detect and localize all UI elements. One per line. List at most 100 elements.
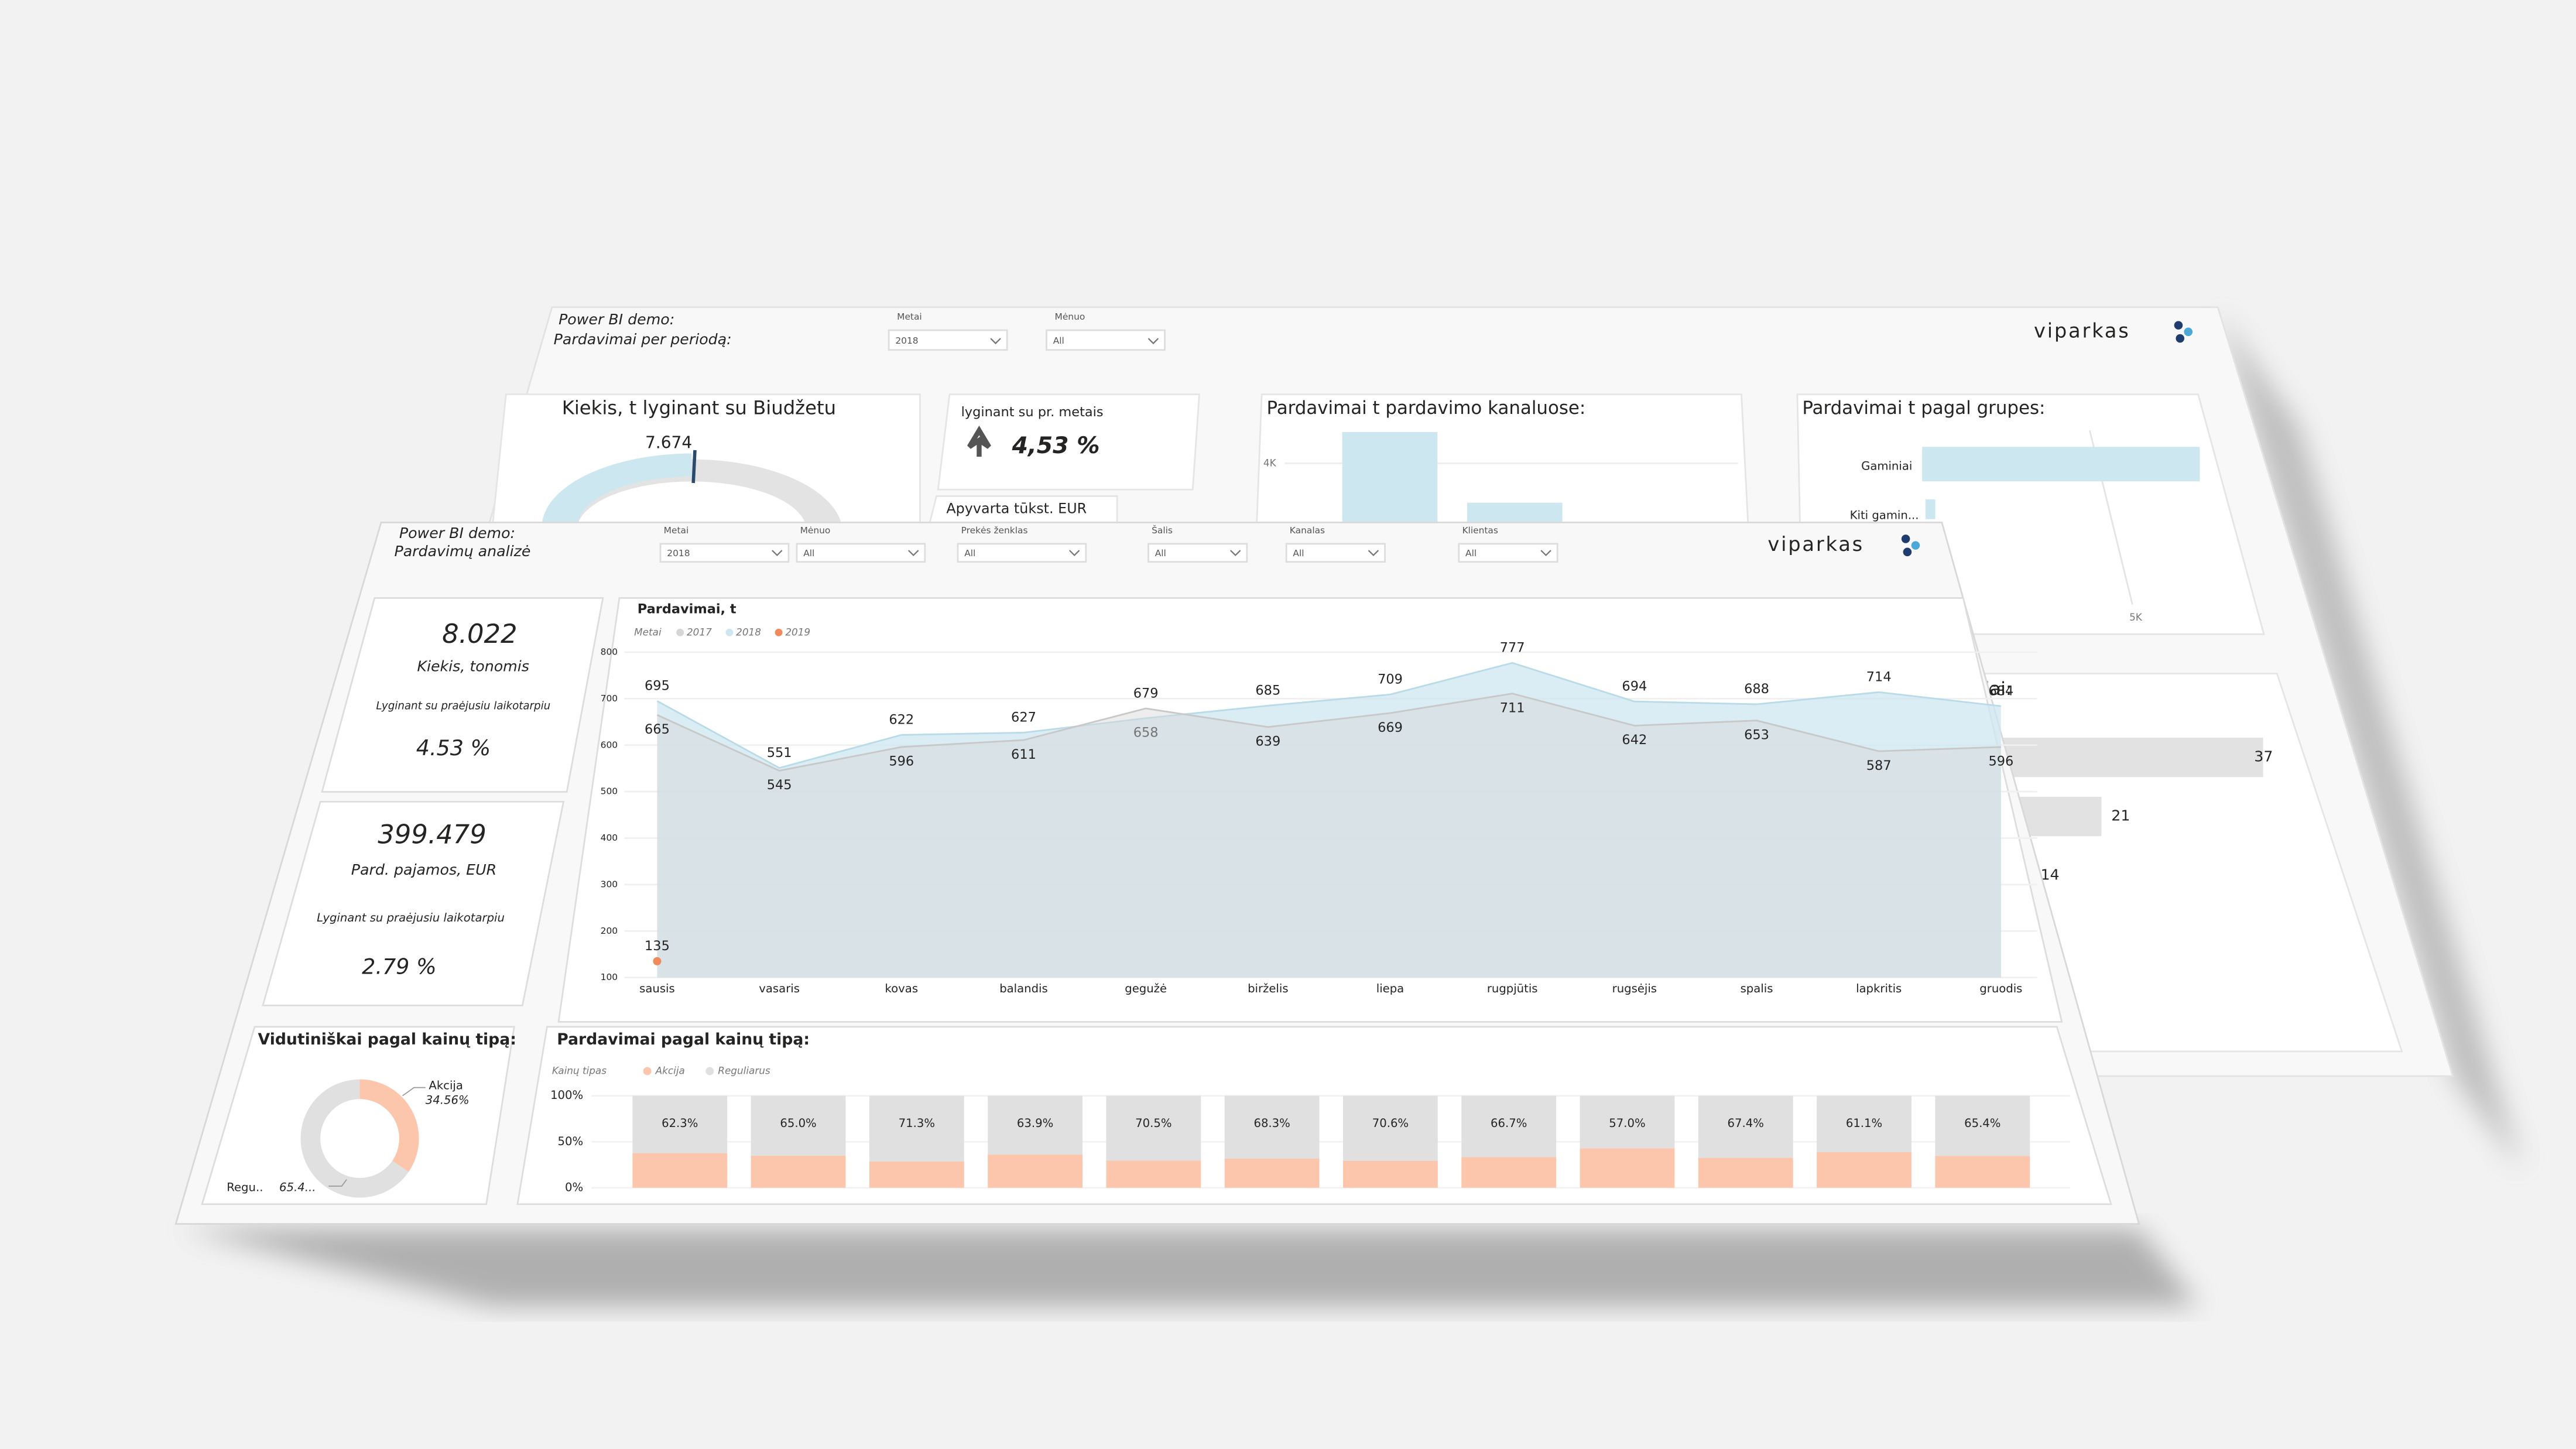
logo: viparkas [1767,533,1864,556]
category-label: Gaminiai [1861,459,1912,472]
leader [328,1179,347,1187]
data-label: 70.6% [1372,1116,1409,1130]
donut-chart: Akcija 34.56% Regu.. 65.4... [227,1078,470,1198]
y-tick-label: 0% [565,1180,583,1194]
filter-label: Kanalas [1290,525,1325,536]
bar-segment [632,1095,728,1153]
y-tick-label: 500 [601,786,618,797]
x-tick-label: spalis [1741,982,1773,995]
data-label: 665 [645,722,670,737]
logo-dot [1901,535,1910,543]
bar [1922,447,2200,482]
card-title: Pardavimai t pagal grupes: [1802,398,2045,419]
data-label: 627 [1011,710,1036,725]
slice-label: Regu.. [227,1180,263,1194]
bar-segment [988,1155,1083,1188]
card [262,800,565,1006]
chevron [1368,550,1379,557]
data-label: 639 [1255,734,1280,749]
card [321,597,604,793]
filters: Metai 2018 Mėnuo All Prekės ženklas All Šalis A… [659,525,1558,563]
card-change: 2.79 % [362,954,436,979]
x-tick-label: 5K [2129,611,2143,623]
y-tick-label: 50% [558,1135,584,1148]
logo-dot [2174,321,2183,330]
data-label: 587 [1866,758,1892,773]
stacked-chart: 0% 50% 100% Akcija Reguliarus 62.3% 65.0% 71.3%… [550,1065,2070,1194]
card-label: Pard. pajamos, EUR [351,861,496,878]
bar-segment [1343,1160,1438,1188]
data-label: 694 [1622,679,1647,694]
bar-segment [1580,1095,1675,1149]
card-title: Pardavimai t pardavimo kanaluose: [1267,398,1586,419]
logo-dot [1903,547,1912,557]
filter-box[interactable] [796,543,926,563]
slice-label: Akcija [429,1078,463,1092]
gauge-needle [691,450,697,484]
data-label: 709 [1378,672,1403,687]
data-label: 545 [767,777,792,793]
logo: viparkas [2034,319,2130,342]
header-line: Pardavimų analizė [394,543,530,560]
line [656,693,2001,772]
bar [1342,432,1438,523]
line-chart: 100 200 300 400 500 600 700 800 sausis vasaris kov… [601,626,2037,995]
x-tick-label: lapkritis [1856,982,1902,995]
data-label: 684 [1988,683,2013,698]
data-label: 551 [767,745,792,761]
bar-segment [1580,1148,1675,1188]
data-label: 611 [1011,747,1036,762]
logo-dot [2176,334,2185,343]
header-line: Power BI demo: [399,525,515,542]
data-label: 695 [645,679,670,694]
bar-segment [1817,1152,1912,1188]
legend-marker [676,628,684,636]
filter-box[interactable] [659,543,790,563]
legend-label: Akcija [655,1065,685,1077]
filter-value: All [1155,548,1166,559]
x-tick-label: gruodis [1979,982,2022,995]
y-tick-label: 100% [550,1088,583,1102]
bar-segment [1343,1095,1438,1161]
x-tick-label: gegužė [1125,982,1167,995]
bar-segment [1935,1156,2030,1188]
legend-marker [775,628,783,636]
filter-label: Mėnuo [800,525,831,536]
data-label: 622 [889,712,914,728]
slice-value: 34.56% [426,1094,470,1107]
card-title: Kiekis, t lyginant su Biudžetu [562,397,836,419]
filter-box[interactable] [1285,543,1386,563]
chevron [1229,550,1241,557]
chevron [1147,338,1159,345]
filter-box[interactable] [888,329,1008,351]
filter-box[interactable] [1046,329,1166,351]
data-label: 62.3% [662,1116,698,1130]
filter-label: Metai [897,311,922,322]
card [937,393,1200,491]
card-change: 4.53 % [416,735,491,761]
filter-box[interactable] [957,543,1087,563]
data-label: 65.0% [780,1116,816,1130]
filter-box[interactable] [1147,543,1248,563]
bar-segment [751,1095,846,1156]
data-label: 714 [1866,670,1892,685]
x-tick-label: sausis [639,982,675,995]
card-label: Kiekis, tonomis [417,657,529,674]
leader [402,1087,426,1097]
data-label: 711 [1500,700,1525,715]
data-label: 71.3% [899,1116,935,1130]
filter-label: Prekės ženklas [961,525,1028,536]
point [653,957,662,965]
legend-marker [643,1067,652,1075]
up-arrow [967,426,991,457]
filter-label: Metai [664,525,689,536]
data-label: 21 [2111,807,2130,824]
filter-box[interactable] [1458,543,1558,563]
x-tick-label: liepa [1376,982,1404,995]
front-dashboard: Power BI demo: Pardavimų analizė Metai 20… [174,521,2140,1225]
card-value: 399.479 [378,818,487,849]
filter-value: 2018 [667,548,690,559]
x-tick-label: birželis [1248,982,1288,995]
legend-title: Metai [634,626,662,638]
